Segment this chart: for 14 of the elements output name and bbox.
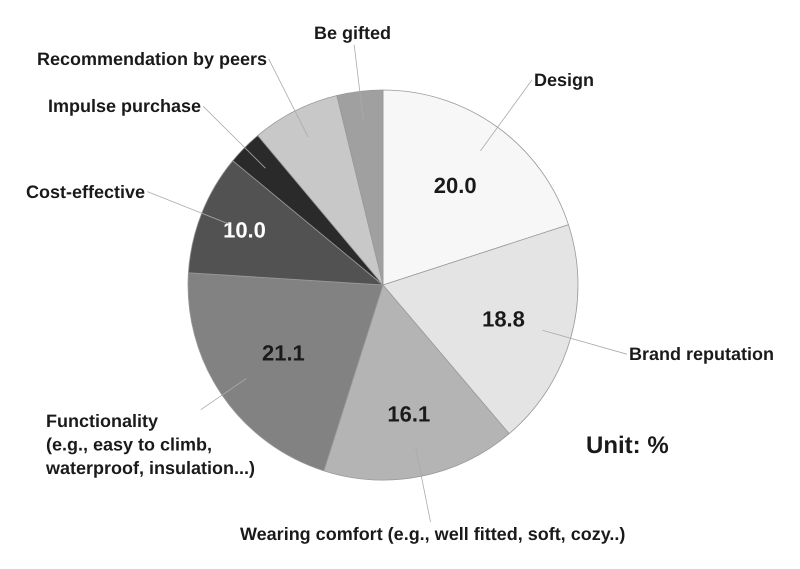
slice-label: Wearing comfort (e.g., well fitted, soft, cozy..)	[240, 524, 626, 544]
slice-label: Design	[534, 70, 594, 90]
data-label: 10.0	[223, 218, 266, 243]
data-label: 20.0	[434, 173, 477, 198]
text: Unit: %	[586, 432, 669, 459]
data-label: 16.1	[387, 401, 430, 426]
slice-label: Cost-effective	[26, 182, 146, 202]
slice-label: Impulse purchase	[48, 96, 202, 116]
slice-label: Functionality (e.g., easy to climb, waterproof, insulation...)	[45, 411, 256, 478]
slice-label: Recommendation by peers	[37, 49, 268, 69]
data-label: 21.1	[262, 340, 305, 366]
data-label: 18.8	[482, 306, 525, 332]
slice-label: Be gifted	[314, 23, 392, 43]
slice-label: Brand reputation	[629, 344, 774, 364]
